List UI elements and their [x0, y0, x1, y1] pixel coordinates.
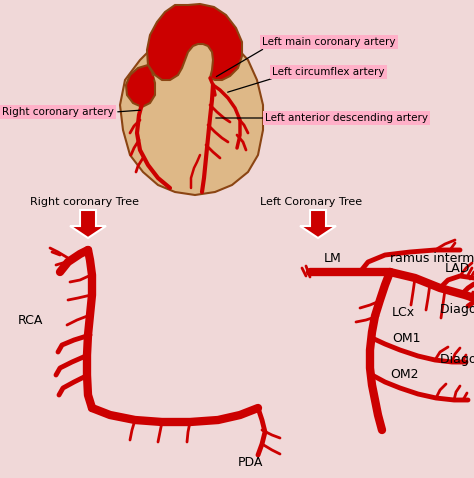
- Text: LCx: LCx: [392, 305, 415, 318]
- Text: Right coronary Tree: Right coronary Tree: [30, 197, 139, 207]
- Text: Left anterior descending artery: Left anterior descending artery: [265, 113, 428, 123]
- Polygon shape: [126, 65, 155, 107]
- Text: PDA: PDA: [238, 456, 264, 468]
- Text: Diagonal 1: Diagonal 1: [440, 304, 474, 316]
- Polygon shape: [300, 210, 336, 238]
- Text: Diagonal 2: Diagonal 2: [440, 354, 474, 367]
- Text: ramus intermedius: ramus intermedius: [390, 251, 474, 264]
- Text: OM1: OM1: [392, 332, 420, 345]
- Text: Right coronary artery: Right coronary artery: [2, 107, 114, 117]
- Text: RCA: RCA: [18, 314, 44, 326]
- Text: Left main coronary artery: Left main coronary artery: [262, 37, 395, 47]
- Text: Left circumflex artery: Left circumflex artery: [272, 67, 384, 77]
- Polygon shape: [70, 210, 106, 238]
- Text: Left Coronary Tree: Left Coronary Tree: [260, 197, 362, 207]
- Text: LAD: LAD: [445, 261, 470, 274]
- Polygon shape: [120, 36, 263, 195]
- Polygon shape: [147, 4, 242, 80]
- Text: OM2: OM2: [390, 369, 419, 381]
- Text: LM: LM: [324, 251, 342, 264]
